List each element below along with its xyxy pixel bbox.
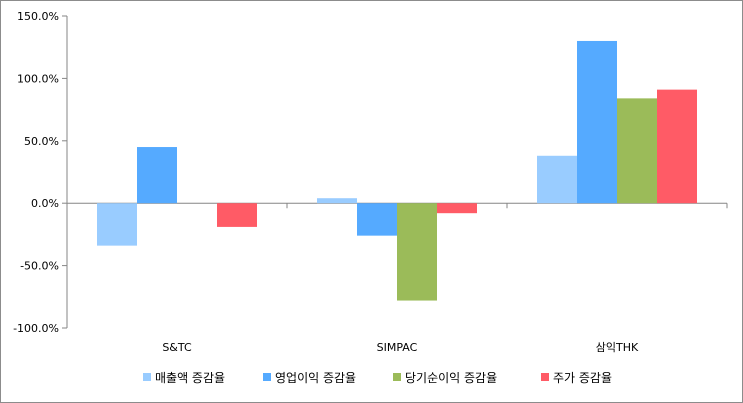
bar <box>97 203 137 246</box>
legend-swatch <box>263 373 271 381</box>
legend-label: 주가 증감율 <box>553 371 612 385</box>
bar <box>437 203 477 214</box>
category-label: 삼익THK <box>596 341 639 354</box>
bars <box>97 40 697 301</box>
y-tick-label: 0.0% <box>31 197 59 210</box>
bar <box>537 155 577 204</box>
bar <box>357 203 397 236</box>
legend-label: 당기순이익 증감율 <box>405 371 497 385</box>
legend-label: 매출액 증감율 <box>155 371 225 385</box>
bar <box>137 147 177 204</box>
bar <box>577 40 617 204</box>
legend-swatch <box>143 373 151 381</box>
y-tick-label: -50.0% <box>20 260 59 273</box>
bar <box>617 98 657 204</box>
legend-label: 영업이익 증감율 <box>275 371 356 385</box>
legend-swatch <box>393 373 401 381</box>
legend: 매출액 증감율 영업이익 증감율 당기순이익 증감율 주가 증감율 <box>143 371 612 385</box>
y-tick-labels: 150.0% 100.0% 50.0% 0.0% -50.0% -100.0% <box>13 10 59 335</box>
bar <box>657 89 697 204</box>
category-labels: S&TC SIMPAC 삼익THK <box>162 341 639 354</box>
y-tick-label: 150.0% <box>17 10 59 23</box>
y-tick-label: 100.0% <box>17 72 59 85</box>
bar <box>317 198 357 204</box>
bar <box>217 203 257 227</box>
bar <box>397 203 437 301</box>
category-label: SIMPAC <box>377 341 418 354</box>
legend-swatch <box>541 373 549 381</box>
y-tick-label: 50.0% <box>24 135 59 148</box>
y-tick-label: -100.0% <box>13 322 59 335</box>
category-label: S&TC <box>162 341 192 354</box>
